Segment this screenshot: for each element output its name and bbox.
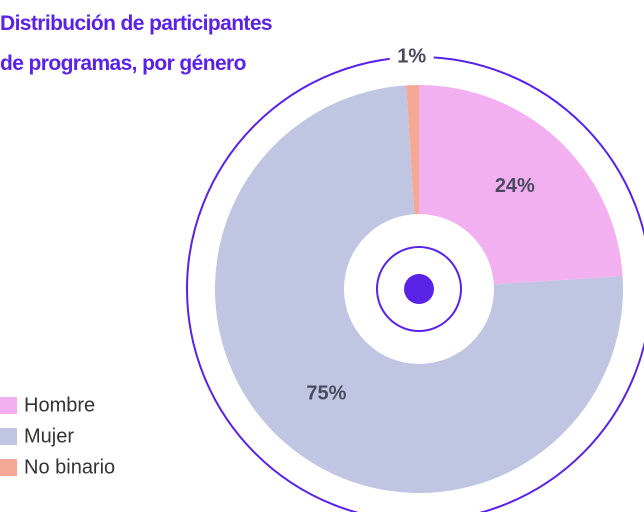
chart-title: Distribución de participantes de program… [0, 12, 273, 75]
slice-label: 1% [397, 45, 426, 67]
legend-label: Mujer [24, 425, 74, 447]
legend-swatch [0, 397, 17, 414]
slice-label: 24% [495, 175, 535, 197]
legend-swatch [0, 459, 17, 476]
label-background [389, 45, 434, 70]
legend-swatch [0, 428, 17, 445]
legend-label: No binario [24, 456, 115, 478]
slice-label: 75% [306, 382, 346, 404]
center-dot [404, 274, 434, 304]
legend-label: Hombre [24, 394, 95, 416]
center-ring [376, 246, 462, 332]
